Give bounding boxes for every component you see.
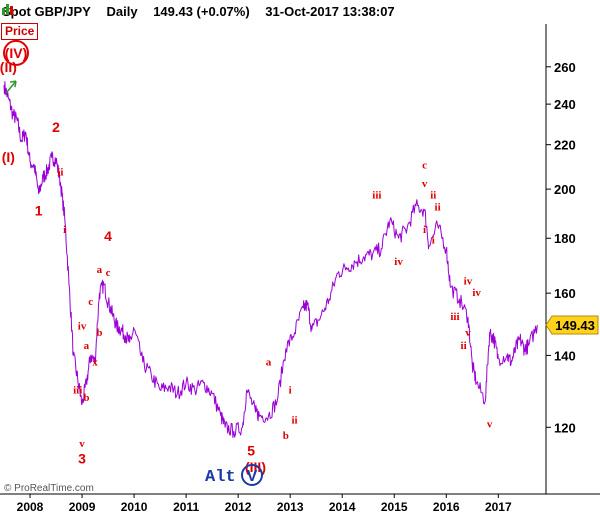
x-tick-label: 2015 xyxy=(381,500,408,514)
wave-label: (II) xyxy=(0,59,17,75)
x-tick-label: 2014 xyxy=(329,500,356,514)
wave-label: iv xyxy=(394,256,403,268)
wave-label: a xyxy=(266,357,272,369)
alt-label-circle xyxy=(241,464,263,486)
wave-label: ii xyxy=(57,166,63,178)
wave-label: i xyxy=(63,224,66,236)
wave-label: ii xyxy=(461,340,467,352)
wave-label: iv xyxy=(472,287,481,299)
y-tick-label: 180 xyxy=(554,231,576,246)
wave-label: 5 xyxy=(247,442,255,458)
wave-label: a xyxy=(84,340,90,352)
y-tick-label: 160 xyxy=(554,286,576,301)
wave-label-circle xyxy=(3,39,29,66)
timestamp: 31-Oct-2017 13:38:07 xyxy=(265,4,395,19)
wave-label: ii xyxy=(430,190,436,202)
wave-label: i xyxy=(432,234,435,246)
wave-label: c xyxy=(88,296,93,308)
instrument-name: Spot GBP/JPY xyxy=(2,4,91,19)
alt-label-prefix: Alt xyxy=(205,468,236,487)
price-series-line xyxy=(3,81,538,438)
chart-header: Spot GBP/JPY Daily 149.43 (+0.07%) 31-Oc… xyxy=(2,2,407,22)
wave-label: iv xyxy=(78,321,87,333)
current-price-value: 149.43 xyxy=(555,318,595,333)
wave-label: (IV) xyxy=(5,45,28,61)
wave-label: i xyxy=(289,385,292,397)
wave-label: (I) xyxy=(2,149,15,165)
wave-label: v xyxy=(79,438,85,450)
wave-label: a xyxy=(97,264,103,276)
y-tick-label: 120 xyxy=(554,420,576,435)
wave-label: b xyxy=(96,327,102,339)
wave-label: ii xyxy=(435,202,441,214)
wave-label: iii xyxy=(372,190,381,202)
wave-label: v xyxy=(487,418,493,430)
price-indicator-label[interactable]: Price xyxy=(1,23,39,40)
wave-label: b xyxy=(283,430,289,442)
x-tick-label: 2012 xyxy=(225,500,252,514)
x-tick-label: 2013 xyxy=(277,500,304,514)
y-tick-label: 240 xyxy=(554,97,576,112)
wave-label: iii xyxy=(73,385,82,397)
wave-label: i xyxy=(423,224,426,236)
x-tick-label: 2009 xyxy=(69,500,96,514)
wave-label: v xyxy=(465,327,471,339)
alt-label-circled: V xyxy=(247,468,258,485)
green-arrow-icon xyxy=(5,80,17,94)
x-tick-label: 2016 xyxy=(433,500,460,514)
wave-label: iv xyxy=(464,275,473,287)
wave-label: c xyxy=(422,160,427,172)
wave-label: 2 xyxy=(52,119,60,135)
watermark: © ProRealTime.com xyxy=(4,483,94,494)
x-tick-label: 2008 xyxy=(17,500,44,514)
period-label: Daily xyxy=(106,4,138,19)
wave-label: x xyxy=(92,357,98,369)
wave-label: b xyxy=(83,392,89,404)
bar-chart-icon xyxy=(2,4,13,15)
wave-label: v xyxy=(422,178,428,190)
last-change: 149.43 (+0.07%) xyxy=(153,4,250,19)
y-tick-label: 140 xyxy=(554,348,576,363)
wave-label: 4 xyxy=(104,228,112,244)
y-tick-label: 260 xyxy=(554,60,576,75)
x-tick-label: 2010 xyxy=(121,500,148,514)
x-tick-label: 2017 xyxy=(485,500,512,514)
wave-label: ii xyxy=(291,414,297,426)
wave-label: 3 xyxy=(78,451,86,467)
current-price-marker xyxy=(545,315,599,335)
wave-label: iii xyxy=(450,311,459,323)
wave-label: 1 xyxy=(35,202,43,218)
x-tick-label: 2011 xyxy=(173,500,199,514)
y-tick-label: 200 xyxy=(554,182,576,197)
wave-label: c xyxy=(106,267,111,279)
y-tick-label: 220 xyxy=(554,138,576,153)
